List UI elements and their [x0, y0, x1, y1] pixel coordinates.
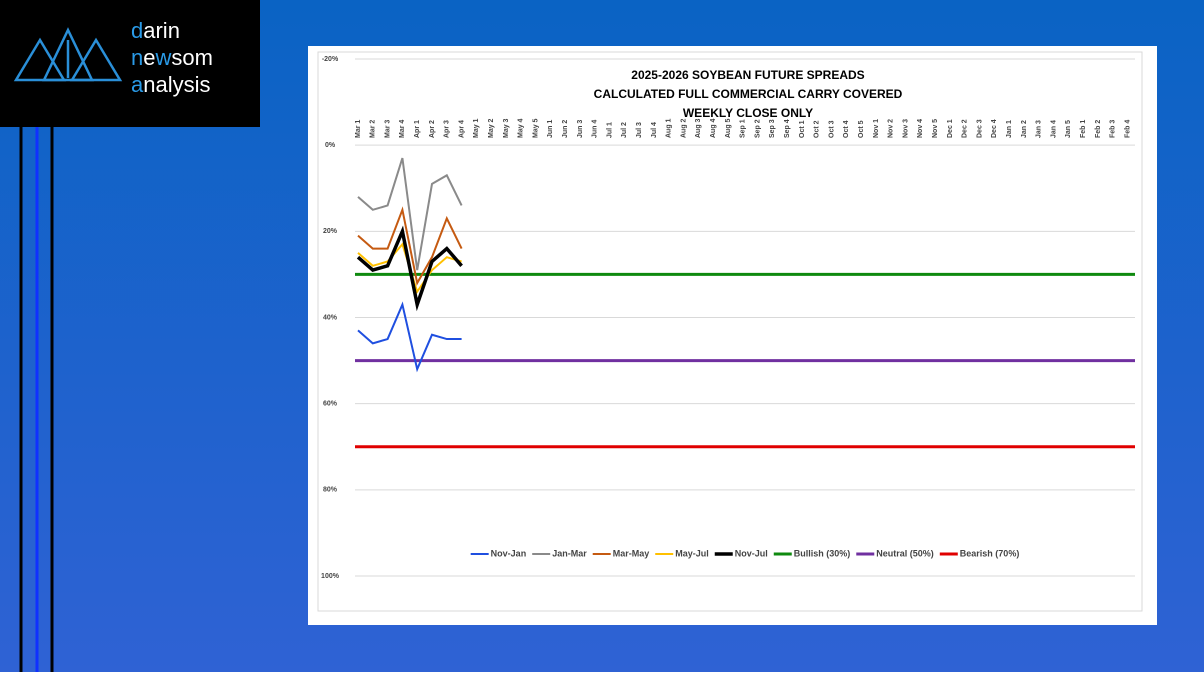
y-tick-label: 80% — [323, 487, 338, 494]
x-tick-label: Apr 2 — [429, 120, 436, 138]
x-tick-label: Jun 2 — [562, 120, 569, 138]
x-tick-label: Jan 5 — [1065, 120, 1072, 138]
x-tick-label: Aug 1 — [666, 118, 673, 138]
x-tick-label: Dec 2 — [962, 119, 969, 138]
x-tick-label: Jul 2 — [621, 122, 628, 138]
logo-part: arin — [143, 18, 180, 43]
x-tick-label: Oct 2 — [814, 120, 821, 138]
logo-mark — [13, 27, 123, 82]
x-tick-label: Oct 5 — [858, 120, 865, 138]
logo-line: analysis — [131, 72, 211, 97]
x-tick-label: Jun 4 — [592, 120, 599, 138]
x-tick-label: May 4 — [518, 118, 525, 138]
legend: Nov-Jan Jan-Mar Mar-May May-Jul Nov-Jul Bulli… — [470, 548, 1020, 558]
x-tick-label: May 5 — [532, 118, 539, 138]
legend-label: Bearish (70%) — [960, 548, 1020, 558]
x-tick-label: May 1 — [473, 118, 480, 138]
series-line — [356, 225, 463, 312]
x-tick-label: Jun 1 — [547, 120, 554, 138]
x-tick-label: Oct 1 — [799, 120, 806, 138]
x-tick-label: Feb 4 — [1124, 120, 1131, 138]
legend-label: Jan-Mar — [552, 548, 587, 558]
x-tick-label: Jul 3 — [636, 122, 643, 138]
legend-label: Bullish (30%) — [794, 548, 851, 558]
x-tick-label: Nov 1 — [873, 119, 880, 138]
x-tick-label: May 3 — [503, 118, 510, 138]
logo-part: som — [171, 45, 213, 70]
x-tick-label: Mar 3 — [384, 120, 391, 138]
logo-line: darin — [131, 18, 180, 43]
x-tick-label: Apr 3 — [444, 120, 451, 138]
legend-label: May-Jul — [675, 548, 709, 558]
x-tick-label: Jan 4 — [1050, 120, 1057, 138]
chart-title: WEEKLY CLOSE ONLY — [683, 106, 813, 120]
x-tick-label: Feb 3 — [1110, 120, 1117, 138]
logo-part: e — [143, 45, 155, 70]
x-tick-label: Nov 3 — [902, 119, 909, 138]
plot-border — [317, 51, 1143, 612]
x-tick-label: Dec 4 — [991, 119, 998, 138]
logo-part: a — [131, 72, 144, 97]
x-tick-label: Apr 1 — [414, 120, 421, 138]
series-line — [357, 301, 462, 373]
x-tick-label: Sep 4 — [784, 119, 791, 138]
y-tick-label: -20% — [322, 56, 339, 63]
y-tick-label: 100% — [321, 573, 340, 580]
chart: 2025-2026 SOYBEAN FUTURE SPREADS CALCULAT… — [321, 56, 1135, 580]
logo-part: w — [155, 45, 172, 70]
x-tick-label: Aug 3 — [695, 118, 702, 138]
x-tick-label: Mar 1 — [355, 120, 362, 138]
x-tick-label: Sep 3 — [769, 119, 776, 138]
x-tick-label: Nov 5 — [932, 119, 939, 138]
x-tick-label: Feb 1 — [1080, 120, 1087, 138]
legend-label: Nov-Jul — [735, 548, 768, 558]
chart-title: 2025-2026 SOYBEAN FUTURE SPREADS — [631, 68, 864, 82]
chart-title: CALCULATED FULL COMMERCIAL CARRY COVERED — [594, 87, 903, 101]
x-tick-label: Jul 1 — [606, 122, 613, 138]
x-tick-label: Oct 3 — [828, 120, 835, 138]
legend-label: Neutral (50%) — [876, 548, 934, 558]
x-tick-label: Feb 2 — [1095, 120, 1102, 138]
chart-panel — [308, 46, 1157, 625]
legend-label: Nov-Jan — [491, 548, 527, 558]
logo-part: d — [131, 18, 143, 43]
x-tick-label: Jan 2 — [1021, 120, 1028, 138]
x-tick-label: Jan 1 — [1006, 120, 1013, 138]
x-tick-label: Apr 4 — [458, 120, 465, 138]
x-tick-label: Sep 2 — [754, 119, 761, 138]
x-tick-label: Jul 4 — [651, 122, 658, 138]
x-tick-label: Jun 3 — [577, 120, 584, 138]
x-tick-label: Sep 1 — [740, 119, 747, 138]
x-tick-label: Jan 3 — [1036, 120, 1043, 138]
y-tick-label: 60% — [323, 401, 338, 408]
logo-line: newsom — [131, 45, 213, 70]
y-tick-label: 40% — [323, 314, 338, 321]
legend-label: Mar-May — [613, 548, 650, 558]
x-tick-label: Aug 2 — [680, 118, 687, 138]
logo-part: n — [131, 45, 143, 70]
y-tick-label: 20% — [323, 228, 338, 235]
x-tick-label: Dec 3 — [976, 119, 983, 138]
x-tick-label: Nov 4 — [917, 119, 924, 138]
x-tick-label: Mar 4 — [399, 120, 406, 138]
series-line — [357, 157, 463, 271]
y-tick-label: 0% — [325, 142, 336, 149]
logo-part: nalysis — [143, 72, 210, 97]
x-tick-label: May 2 — [488, 118, 495, 138]
x-tick-label: Aug 5 — [725, 118, 732, 138]
x-tick-label: Mar 2 — [370, 120, 377, 138]
logo-box — [0, 0, 260, 127]
x-tick-label: Nov 2 — [888, 119, 895, 138]
x-tick-label: Dec 1 — [947, 119, 954, 138]
series-line — [357, 206, 463, 286]
x-tick-label: Oct 4 — [843, 120, 850, 138]
x-tick-label: Aug 4 — [710, 118, 717, 138]
